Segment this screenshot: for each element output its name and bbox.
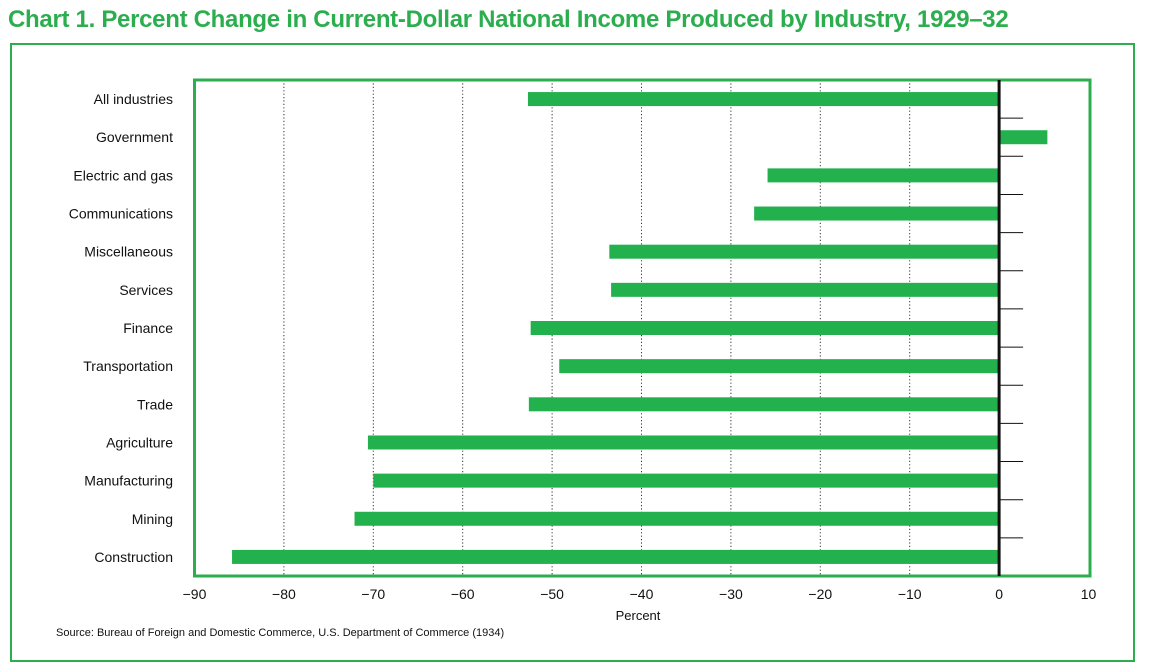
bar: [232, 549, 1000, 564]
category-label: Construction: [94, 549, 173, 565]
x-tick-label: −40: [630, 586, 654, 602]
bar: [559, 359, 1000, 374]
source-note: Source: Bureau of Foreign and Domestic C…: [56, 627, 505, 639]
bar: [367, 435, 1000, 450]
x-tick-label: −70: [361, 586, 385, 602]
category-label: Trade: [137, 396, 173, 412]
bar: [527, 92, 1000, 107]
chart-title: Chart 1. Percent Change in Current-Dolla…: [8, 6, 1009, 33]
x-tick-labels: −90 −80 −70 −60 −50 −40 −30 −20 −10 0 10: [183, 586, 1097, 602]
bar: [373, 473, 1000, 488]
x-tick-label: 10: [1081, 586, 1097, 602]
x-tick-label: 0: [995, 586, 1003, 602]
bar: [530, 321, 1000, 335]
category-label: Electric and gas: [73, 167, 173, 183]
plot-area-border: [193, 78, 1092, 578]
bar: [528, 397, 1000, 412]
chart-frame: [10, 43, 1135, 662]
category-label: Miscellaneous: [84, 244, 173, 260]
zero-axis: [997, 80, 1024, 576]
category-label: Communications: [69, 206, 173, 222]
category-labels: All industries Government Electric and gas…: [69, 91, 173, 565]
category-label: All industries: [94, 91, 173, 107]
x-tick-label: −10: [898, 586, 922, 602]
bar: [754, 206, 1000, 221]
x-axis-label: Percent: [616, 608, 661, 623]
category-label: Transportation: [83, 358, 173, 374]
bar: [354, 511, 1000, 526]
bar: [609, 244, 1000, 259]
x-tick-label: −30: [719, 586, 743, 602]
bar-series: [232, 92, 1048, 564]
category-label: Government: [96, 129, 173, 145]
category-label: Agriculture: [106, 434, 173, 450]
category-label: Finance: [123, 320, 173, 336]
x-tick-label: −90: [183, 586, 207, 602]
x-tick-label: −60: [451, 586, 475, 602]
bar: [611, 282, 1000, 297]
bar: [767, 168, 1000, 183]
grid-lines: [283, 80, 911, 576]
x-tick-label: −80: [272, 586, 296, 602]
category-label: Manufacturing: [84, 473, 173, 489]
x-tick-label: −20: [808, 586, 832, 602]
bar: [999, 130, 1048, 145]
x-tick-label: −50: [540, 586, 564, 602]
category-label: Mining: [132, 511, 173, 527]
category-label: Services: [119, 282, 173, 298]
